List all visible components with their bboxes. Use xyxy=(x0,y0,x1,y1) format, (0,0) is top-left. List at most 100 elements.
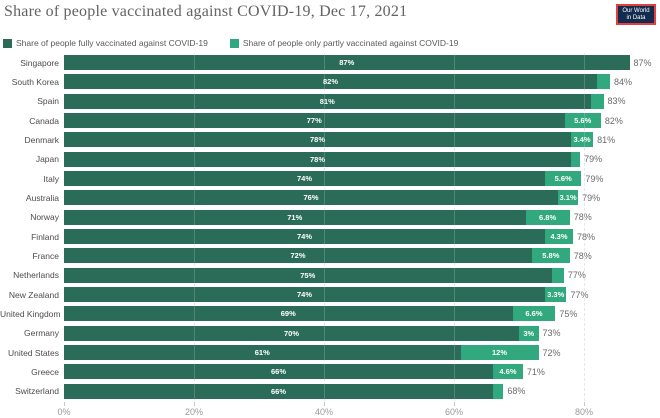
bar-track: 66% 4.6% 71% xyxy=(64,364,660,380)
chart-row: Netherlands 75% 77% xyxy=(0,266,660,285)
gridline xyxy=(324,53,325,401)
legend-swatch-partly-icon xyxy=(229,38,239,48)
bar-track: 69% 6.6% 75% xyxy=(64,306,660,322)
country-label: New Zealand xyxy=(8,289,59,300)
bar-track: 61% 12% 72% xyxy=(64,345,660,361)
bar-fully-segment[interactable]: 78% xyxy=(64,151,571,167)
bar-track: 76% 3.1% 79% xyxy=(64,190,660,206)
bar-track: 81% 83% xyxy=(64,93,660,109)
total-value-label: 77% xyxy=(567,270,586,281)
legend-item-fully[interactable]: Share of people fully vaccinated against… xyxy=(3,38,208,48)
bar-track: 74% 4.3% 78% xyxy=(64,229,660,245)
bar-partly-value-label: 4.3% xyxy=(550,232,568,242)
bar-fully-segment[interactable]: 66% xyxy=(64,364,493,380)
total-value-label: 79% xyxy=(585,173,604,184)
gridline xyxy=(194,53,195,401)
bar-fully-value-label: 69% xyxy=(280,309,296,319)
bar-fully-value-label: 82% xyxy=(322,77,338,87)
country-label: Australia xyxy=(25,192,59,203)
bar-fully-value-label: 87% xyxy=(339,58,355,68)
bar-track: 66% 68% xyxy=(64,383,660,399)
bar-partly-segment[interactable]: 3.3% xyxy=(545,287,567,303)
bar-fully-segment[interactable]: 66% xyxy=(64,383,493,399)
bar-fully-segment[interactable]: 74% xyxy=(64,287,545,303)
bar-fully-segment[interactable]: 75% xyxy=(64,267,552,283)
bar-partly-value-label: 4.6% xyxy=(499,367,517,377)
chart-row: Canada 77% 5.6% 82% xyxy=(0,111,660,130)
bar-track: 78% 3.4% 81% xyxy=(64,132,660,148)
bar-partly-segment[interactable] xyxy=(597,74,610,90)
bar-partly-segment[interactable] xyxy=(551,267,564,283)
bar-fully-value-label: 72% xyxy=(290,251,306,261)
bar-fully-segment[interactable]: 76% xyxy=(64,190,558,206)
bar-partly-value-label: 5.6% xyxy=(554,174,572,184)
total-value-label: 87% xyxy=(633,57,652,68)
bar-partly-segment[interactable]: 5.6% xyxy=(564,113,601,129)
bar-track: 75% 77% xyxy=(64,267,660,283)
axis-tick-label: 40% xyxy=(314,407,333,417)
bar-fully-segment[interactable]: 72% xyxy=(64,248,532,264)
bar-partly-value-label: 3.3% xyxy=(547,290,565,300)
axis-tick-label: 80% xyxy=(574,407,593,417)
bar-partly-segment[interactable]: 5.8% xyxy=(532,248,570,264)
axis-tick-mark xyxy=(194,402,195,406)
bar-partly-segment[interactable]: 3% xyxy=(519,325,539,341)
chart-header: Share of people vaccinated against COVID… xyxy=(0,0,660,30)
owid-logo-line2: in Data xyxy=(626,14,646,21)
axis-tick-mark xyxy=(64,402,65,406)
bar-fully-value-label: 78% xyxy=(309,135,325,145)
bar-partly-segment[interactable]: 4.3% xyxy=(545,229,573,245)
chart-row: Spain 81% 83% xyxy=(0,92,660,111)
bar-fully-segment[interactable]: 77% xyxy=(64,113,565,129)
bar-partly-segment[interactable]: 3.1% xyxy=(558,190,579,206)
bar-fully-segment[interactable]: 74% xyxy=(64,171,545,187)
bar-partly-segment[interactable]: 4.6% xyxy=(493,364,523,380)
chart-row: Finland 74% 4.3% 78% xyxy=(0,227,660,246)
bar-partly-segment[interactable] xyxy=(493,383,504,399)
bar-track: 72% 5.8% 78% xyxy=(64,248,660,264)
bar-fully-segment[interactable]: 82% xyxy=(64,74,597,90)
bar-partly-value-label: 5.6% xyxy=(574,116,592,126)
total-value-label: 79% xyxy=(582,192,601,203)
bar-partly-value-label: 12% xyxy=(491,348,507,358)
bar-partly-segment[interactable]: 3.4% xyxy=(571,132,594,148)
bar-fully-segment[interactable]: 69% xyxy=(64,306,513,322)
bar-fully-segment[interactable]: 78% xyxy=(64,132,571,148)
chart-row: Australia 76% 3.1% 79% xyxy=(0,188,660,207)
bar-partly-segment[interactable]: 6.6% xyxy=(512,306,556,322)
axis-tick-mark xyxy=(324,402,325,406)
bar-track: 87% 87% xyxy=(64,55,660,71)
bar-track: 71% 6.8% 78% xyxy=(64,209,660,225)
bar-fully-segment[interactable]: 87% xyxy=(64,55,630,71)
bar-partly-value-label: 6.8% xyxy=(539,212,557,222)
total-value-label: 71% xyxy=(526,366,545,377)
bar-partly-segment[interactable] xyxy=(590,93,604,109)
country-label: France xyxy=(32,250,59,261)
plot-area: Singapore 87% 87% South Korea 82% 84% Spain 81%… xyxy=(0,53,660,401)
bar-fully-segment[interactable]: 70% xyxy=(64,325,519,341)
bar-fully-segment[interactable]: 81% xyxy=(64,93,591,109)
bar-fully-value-label: 78% xyxy=(309,154,325,164)
bar-fully-segment[interactable]: 61% xyxy=(64,345,461,361)
bar-partly-segment[interactable]: 12% xyxy=(460,345,539,361)
bar-fully-value-label: 66% xyxy=(270,367,286,377)
bar-partly-value-label: 3% xyxy=(523,328,535,338)
bar-partly-segment[interactable]: 6.8% xyxy=(525,209,570,225)
bar-fully-value-label: 66% xyxy=(270,386,286,396)
chart-row: Japan 78% 79% xyxy=(0,150,660,169)
legend-label-fully: Share of people fully vaccinated against… xyxy=(16,38,208,48)
bar-partly-segment[interactable]: 5.6% xyxy=(545,171,582,187)
country-label: Greece xyxy=(31,366,59,377)
bar-fully-segment[interactable]: 74% xyxy=(64,229,545,245)
owid-logo-line1: Our World xyxy=(622,7,650,14)
gridline-overlay xyxy=(454,53,455,401)
legend-item-partly[interactable]: Share of people only partly vaccinated a… xyxy=(229,38,458,48)
gridline xyxy=(584,53,585,401)
owid-logo[interactable]: Our World in Data xyxy=(616,4,656,25)
total-value-label: 79% xyxy=(584,154,603,165)
total-value-label: 82% xyxy=(604,115,623,126)
country-label: Italy xyxy=(43,173,59,184)
bar-partly-segment[interactable] xyxy=(571,151,581,167)
bar-fully-segment[interactable]: 71% xyxy=(64,209,526,225)
